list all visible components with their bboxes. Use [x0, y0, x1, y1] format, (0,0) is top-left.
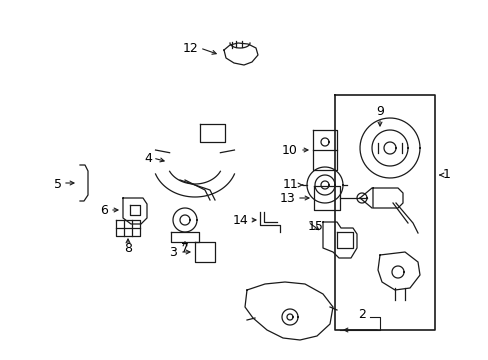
Text: 5: 5 [54, 179, 62, 192]
Text: 10: 10 [282, 144, 297, 157]
Text: 8: 8 [124, 242, 132, 255]
Text: 13: 13 [279, 192, 294, 204]
Text: 1: 1 [442, 168, 450, 181]
Text: 11: 11 [282, 179, 297, 192]
Text: 6: 6 [100, 203, 108, 216]
Text: 7: 7 [181, 242, 189, 255]
Text: 15: 15 [307, 220, 323, 233]
Text: 2: 2 [357, 309, 365, 321]
Text: 9: 9 [375, 105, 383, 118]
Text: 3: 3 [169, 246, 177, 258]
Text: 12: 12 [182, 41, 198, 54]
Text: 14: 14 [232, 213, 247, 226]
Text: 4: 4 [144, 152, 152, 165]
